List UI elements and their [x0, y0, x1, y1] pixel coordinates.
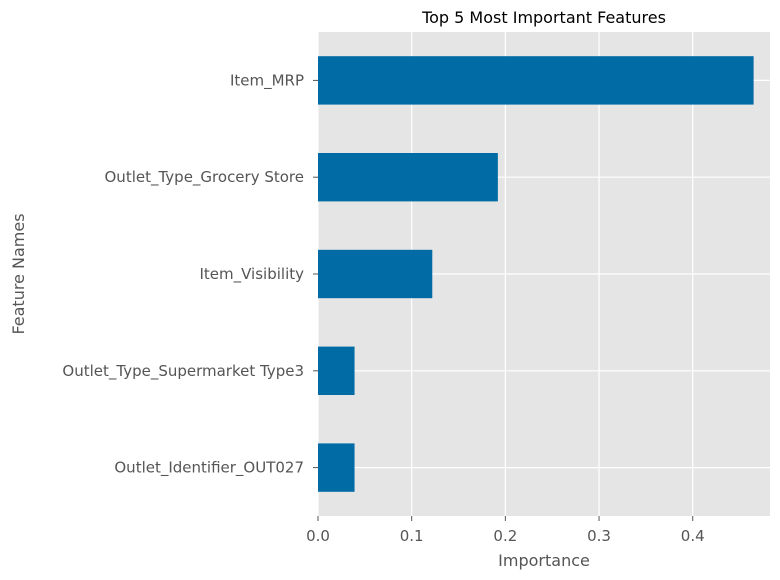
x-axis-label: Importance [498, 551, 590, 570]
bars [318, 56, 754, 492]
y-tick-label: Item_MRP [230, 71, 304, 90]
y-tick-label: Item_Visibility [199, 265, 304, 284]
y-tick-label: Outlet_Type_Supermarket Type3 [62, 362, 304, 381]
y-axis-label: Feature Names [9, 213, 28, 334]
x-tick-labels: 0.0 0.1 0.2 0.3 0.4 [306, 527, 705, 545]
x-tick-label: 0.2 [493, 527, 517, 545]
bar-item-visibility [318, 249, 433, 299]
x-tick-label: 0.1 [400, 527, 424, 545]
x-tick-label: 0.0 [306, 527, 330, 545]
chart-title: Top 5 Most Important Features [421, 8, 666, 27]
x-tick-label: 0.3 [587, 527, 611, 545]
y-tick-labels: Item_MRP Outlet_Type_Grocery Store Item_Vi… [62, 71, 304, 477]
bar-item-mrp [318, 56, 754, 105]
bar-outlet-identifier-out027 [318, 443, 355, 492]
y-tick-label: Outlet_Type_Grocery Store [105, 168, 305, 187]
x-tick-label: 0.4 [681, 527, 705, 545]
y-tick-label: Outlet_Identifier_OUT027 [114, 459, 304, 478]
bar-outlet-type-grocery-store [318, 153, 498, 202]
bar-outlet-type-supermarket-type3 [318, 346, 355, 395]
